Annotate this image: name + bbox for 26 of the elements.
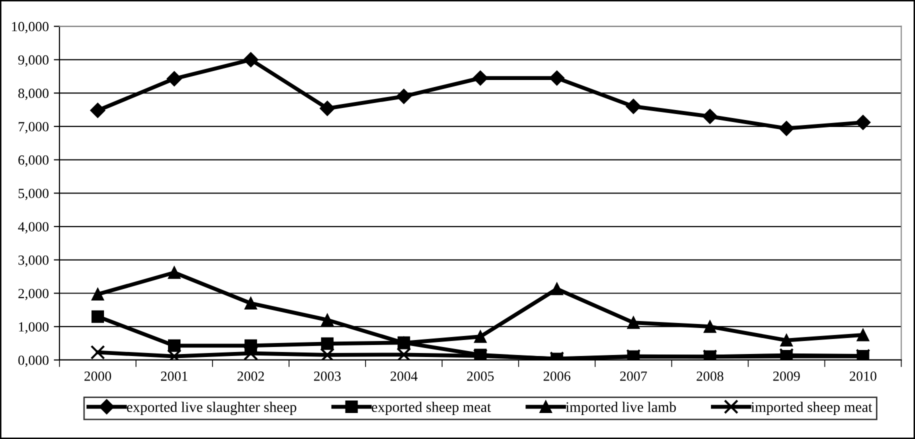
x-tick-label: 2003: [314, 371, 341, 381]
legend-label: exported live slaughter sheep: [126, 402, 296, 416]
y-tick-label: 3,000: [18, 255, 49, 267]
y-tick-label: 7,000: [18, 122, 49, 134]
y-tick-label: 5,000: [18, 188, 49, 200]
x-tick-label: 2009: [773, 371, 800, 381]
x-tick-label: 2010: [850, 371, 876, 381]
x-tick-label: 2000: [84, 371, 112, 381]
x-tick-label: 2005: [467, 371, 494, 381]
y-tick-label: 8,000: [18, 88, 49, 100]
x-tick-label: 2004: [390, 371, 418, 381]
x-tick-label: 2008: [696, 371, 724, 381]
legend-label: exported sheep meat: [372, 402, 491, 415]
x-tick-label: 2001: [160, 371, 188, 381]
y-tick-label: 1,000: [19, 322, 49, 334]
y-tick-label: 10,000: [12, 22, 49, 34]
x-tick-label: 2007: [620, 371, 647, 381]
legend-label: imported sheep meat: [751, 402, 872, 415]
legend-label: imported live lamb: [566, 402, 676, 415]
y-tick-label: 6,000: [18, 155, 49, 167]
y-tick-label: 2,000: [18, 288, 49, 300]
y-tick-label: 4,000: [18, 222, 49, 234]
y-tick-label: 9,000: [18, 55, 49, 67]
y-tick-label: 0,000: [18, 356, 49, 367]
x-tick-label: 2006: [544, 371, 570, 381]
x-tick-label: 2002: [238, 371, 264, 381]
